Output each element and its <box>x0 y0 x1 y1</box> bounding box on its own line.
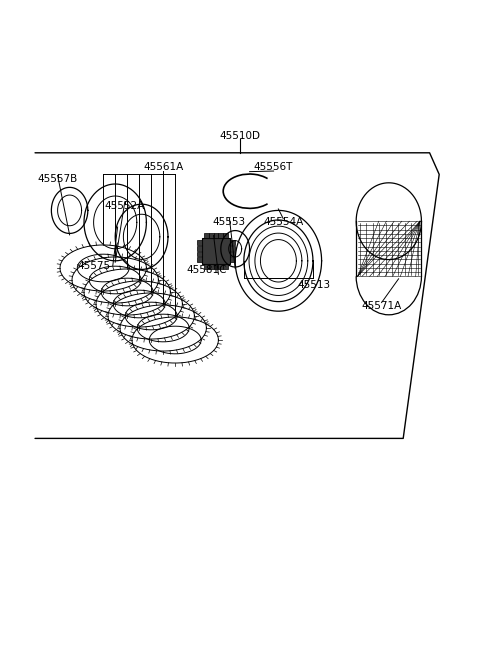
Text: 45575: 45575 <box>77 260 110 270</box>
Text: 45552A: 45552A <box>105 201 145 211</box>
Text: 45556T: 45556T <box>254 162 293 173</box>
Bar <box>218 264 223 269</box>
Bar <box>230 246 235 251</box>
Bar <box>214 264 218 269</box>
Text: 45557B: 45557B <box>37 174 78 184</box>
Bar <box>197 246 202 251</box>
Text: 45513: 45513 <box>298 280 331 290</box>
Bar <box>209 233 214 238</box>
Bar <box>230 257 235 262</box>
Bar <box>197 252 202 256</box>
Bar <box>204 233 209 238</box>
Bar <box>230 240 235 245</box>
Text: 45571A: 45571A <box>361 301 402 312</box>
Text: 45553: 45553 <box>213 217 246 228</box>
Text: 45554A: 45554A <box>263 217 303 228</box>
Bar <box>197 240 202 245</box>
Bar <box>223 233 228 238</box>
Bar <box>197 257 202 262</box>
Bar <box>230 252 235 256</box>
Text: 45581C: 45581C <box>186 266 227 276</box>
Bar <box>209 264 214 269</box>
Text: 45561A: 45561A <box>143 162 183 173</box>
Bar <box>214 233 218 238</box>
Bar <box>218 233 223 238</box>
Text: 45510D: 45510D <box>219 131 261 141</box>
Bar <box>202 238 230 264</box>
Bar <box>223 264 228 269</box>
Bar <box>204 264 209 269</box>
